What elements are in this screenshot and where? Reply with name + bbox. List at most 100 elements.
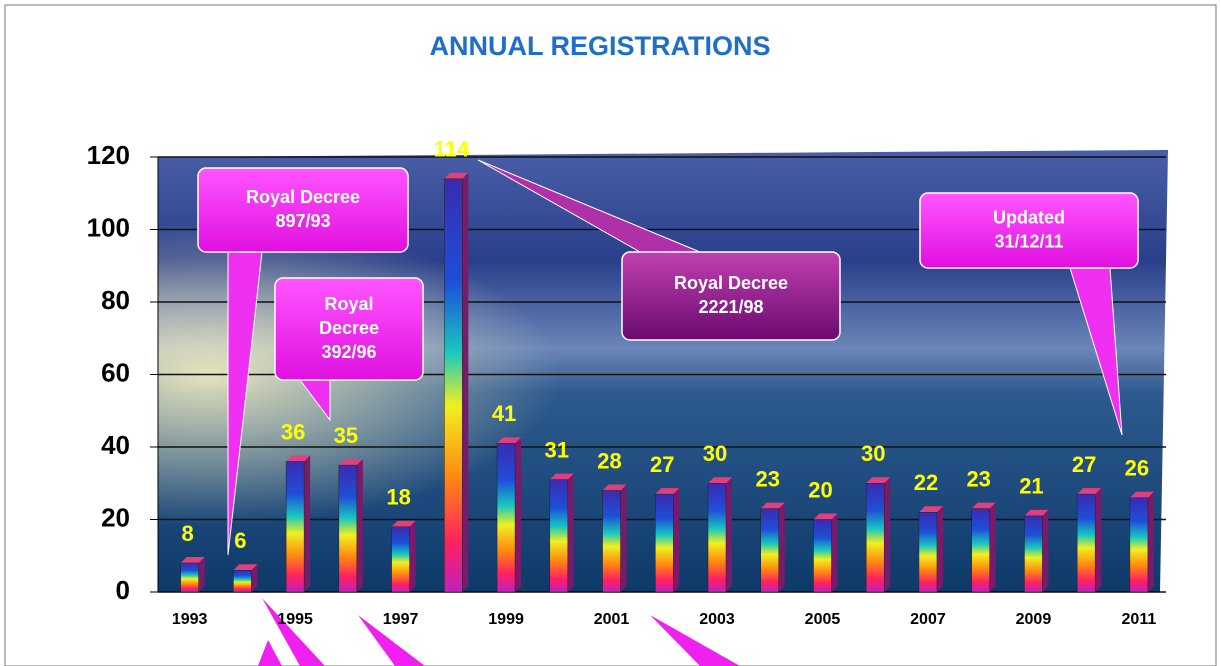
annotation: Royal Decree	[674, 273, 788, 293]
bar-side	[726, 477, 733, 592]
x-tick-label: 2009	[1016, 611, 1052, 628]
bar-top	[813, 513, 838, 520]
data-label: 8	[182, 521, 194, 546]
bar-side	[409, 520, 416, 592]
bar-side	[884, 477, 891, 592]
data-label: 30	[703, 441, 727, 466]
x-tick-label: 2003	[699, 611, 735, 628]
bar	[233, 570, 252, 593]
data-label: 30	[861, 441, 885, 466]
bar-side	[304, 455, 311, 592]
bar-top	[497, 437, 522, 444]
data-label: 41	[492, 401, 516, 426]
callout-box	[621, 251, 841, 341]
data-label: 23	[756, 466, 780, 491]
bar-side	[936, 506, 943, 592]
x-tick-label: 2011	[1122, 611, 1157, 628]
bar	[285, 461, 305, 593]
callout-box	[919, 192, 1139, 269]
annotation: Royal	[324, 294, 373, 314]
y-tick-label: 0	[116, 575, 130, 605]
bar	[655, 493, 674, 593]
callout: Royal Decree 897/93	[197, 167, 409, 556]
bar	[1129, 497, 1149, 593]
data-label: 28	[597, 448, 621, 473]
data-label: 114	[434, 137, 470, 162]
x-tick-label: 2001	[594, 611, 630, 628]
annotation: 2221/98	[698, 297, 763, 317]
bottom-pointers	[258, 598, 740, 666]
x-tick-label: 2007	[910, 611, 946, 628]
bar	[918, 512, 938, 593]
data-label: 22	[914, 470, 938, 495]
bar	[1024, 515, 1043, 593]
data-label: 27	[1072, 452, 1096, 477]
bar-side	[567, 473, 574, 592]
bar	[865, 483, 885, 593]
bar	[971, 508, 990, 593]
bar-top	[549, 473, 574, 480]
data-label: 36	[281, 419, 305, 444]
bar-top	[971, 502, 996, 509]
bar-side	[1147, 491, 1154, 592]
bar	[549, 479, 569, 593]
bar-side	[1042, 509, 1049, 592]
annotation: 897/93	[275, 211, 330, 231]
callout: Royal Decree 2221/98	[477, 159, 841, 341]
bar-top	[918, 506, 943, 513]
bar-top	[1024, 509, 1049, 516]
bar-side	[251, 564, 258, 592]
bar	[338, 464, 358, 593]
callout: Royal Decree 392/96	[274, 277, 424, 422]
bar-top	[180, 557, 205, 563]
bar-top	[338, 459, 363, 466]
bar-top	[760, 502, 785, 509]
bar-top	[391, 520, 416, 527]
callout: Updated 31/12/11	[919, 192, 1139, 436]
bar-side	[356, 459, 363, 592]
bar-top	[286, 455, 311, 462]
bar-side	[989, 502, 996, 592]
bar-top	[655, 488, 680, 495]
bar	[391, 526, 410, 593]
callout-box	[197, 167, 409, 253]
x-tick-label: 1993	[172, 611, 208, 628]
data-label: 27	[650, 452, 674, 477]
x-tick-label: 2005	[805, 611, 841, 628]
bar-side	[198, 557, 205, 592]
x-tick-label: 1997	[383, 611, 419, 628]
data-label: 18	[386, 485, 410, 510]
x-tick-label: 1995	[277, 611, 313, 628]
bar	[707, 483, 727, 593]
y-tick-label: 60	[101, 357, 130, 387]
y-tick-label: 20	[101, 502, 130, 532]
bar-top	[866, 477, 891, 484]
y-tick-label: 80	[101, 285, 130, 315]
y-tick-label: 40	[101, 430, 130, 460]
bar-top	[1077, 488, 1102, 495]
y-tick-label: 120	[87, 140, 130, 170]
bar-side	[515, 437, 522, 592]
bar	[602, 490, 621, 593]
bar-top	[708, 477, 733, 484]
bar-top	[602, 484, 627, 491]
callout-box	[274, 277, 424, 381]
data-label: 23	[966, 466, 990, 491]
bar-side	[620, 484, 627, 592]
bar-side	[1095, 488, 1102, 592]
chart-title: ANNUAL REGISTRATIONS	[429, 31, 770, 61]
annotation: 31/12/11	[994, 231, 1063, 251]
bar	[1076, 493, 1096, 593]
data-label: 6	[234, 528, 246, 553]
data-label: 31	[545, 437, 569, 462]
annotation: Updated	[993, 207, 1065, 227]
bar	[180, 562, 199, 593]
bar-top	[233, 564, 258, 571]
bar-top	[444, 172, 469, 179]
annotation: Royal Decree	[246, 187, 360, 207]
bar	[813, 519, 832, 593]
annotation: 392/96	[321, 342, 376, 362]
bar	[496, 443, 516, 593]
bar-side	[462, 172, 469, 592]
bar	[760, 508, 779, 593]
